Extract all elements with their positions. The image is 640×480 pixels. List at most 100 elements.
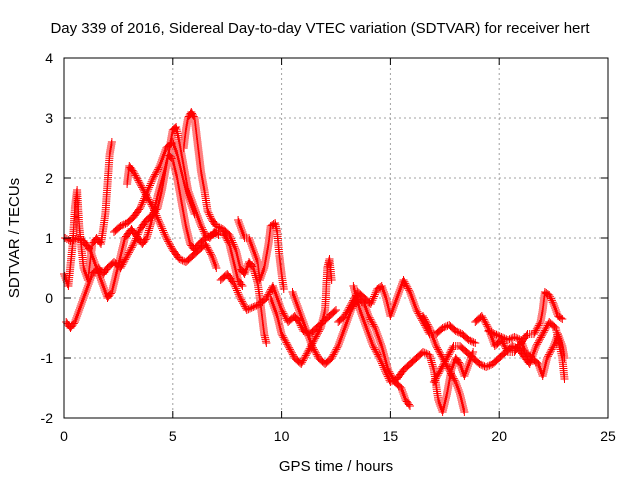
data-marker-run (79, 237, 93, 253)
data-marker-run (301, 324, 316, 348)
data-marker-run (399, 276, 414, 295)
data-marker-run (73, 234, 86, 245)
data-point (560, 375, 569, 383)
data-marker-run (129, 226, 144, 248)
data-marker-run (116, 219, 130, 230)
data-marker-run (245, 234, 257, 252)
data-marker-run (284, 342, 298, 361)
data-marker-run (375, 354, 390, 376)
data-marker-run (99, 265, 111, 278)
y-tick-label: -1 (41, 350, 54, 366)
data-marker-run (429, 367, 444, 386)
data-marker-run (142, 211, 156, 224)
data-marker-run (456, 390, 468, 414)
data-marker-run (523, 330, 536, 338)
data-marker-run (295, 306, 309, 330)
data-marker-run (149, 163, 163, 182)
data-marker-run (392, 367, 407, 383)
data-marker-run (236, 222, 248, 240)
x-tick-label: 10 (274, 428, 290, 444)
data-marker-run (362, 324, 377, 348)
data-marker-run (340, 301, 355, 320)
x-tick-label: 25 (600, 428, 616, 444)
data-point (471, 339, 480, 347)
data-marker-run (369, 342, 383, 361)
data-marker-run (443, 343, 457, 362)
data-marker-run (399, 361, 413, 374)
data-marker-run (168, 138, 181, 156)
data-marker-run (382, 369, 394, 385)
data-marker-run (386, 302, 398, 320)
data-marker-run (249, 300, 263, 311)
data-marker-run (125, 162, 137, 175)
data-marker-run (355, 306, 370, 330)
data-marker-run (503, 348, 517, 356)
data-marker-run (371, 324, 385, 348)
data-marker-run (310, 325, 324, 344)
data-marker-run (349, 282, 364, 312)
data-marker-run (425, 324, 440, 348)
x-tick-label: 20 (491, 428, 507, 444)
data-marker-run (79, 284, 92, 302)
data-marker-run (253, 279, 264, 300)
data-marker-run (377, 282, 390, 300)
data-marker-run (532, 331, 546, 350)
data-marker-run (186, 198, 198, 216)
x-tick-label: 0 (60, 428, 68, 444)
data-marker-run (194, 150, 205, 174)
chart-title: Day 339 of 2016, Sidereal Day-to-day VTE… (50, 20, 590, 37)
data-marker-run (295, 318, 307, 334)
data-marker-run (273, 294, 285, 312)
data-marker-run (321, 355, 335, 368)
data-marker-run (327, 343, 342, 362)
data-marker-run (436, 355, 450, 374)
data-marker-run (70, 308, 83, 326)
data-marker-run (460, 362, 472, 380)
data-marker-run (105, 140, 116, 158)
data-marker-run (201, 240, 215, 259)
data-point (460, 408, 469, 416)
data-marker-run (229, 279, 244, 301)
data-marker-run (451, 327, 465, 338)
y-axis-label: SDTVAR / TECUs (6, 178, 23, 298)
data-point (262, 339, 271, 347)
data-marker-run (451, 354, 463, 367)
data-marker-run (234, 276, 246, 289)
data-marker-run (155, 219, 170, 241)
data-marker-run (64, 242, 77, 290)
data-marker-run (255, 266, 268, 284)
data-marker-run (181, 222, 194, 246)
data-marker-run (406, 355, 420, 368)
data-marker-run (103, 289, 115, 302)
data-marker-run (236, 294, 250, 313)
x-tick-label: 5 (169, 428, 177, 444)
data-marker-run (277, 270, 288, 291)
data-marker-run (545, 318, 559, 331)
data-marker-run (129, 205, 144, 221)
y-tick-label: 3 (45, 110, 53, 126)
data-marker-run (197, 222, 209, 238)
data-marker-run (249, 246, 261, 264)
data-marker-run (208, 216, 220, 229)
data-marker-run (308, 342, 322, 361)
data-point (279, 285, 288, 293)
data-marker-run (203, 207, 216, 223)
data-marker-run (432, 342, 446, 361)
data-marker-run (554, 312, 565, 322)
y-tick-label: 0 (45, 290, 53, 306)
data-marker-run (242, 303, 256, 314)
data-marker-run (340, 308, 355, 332)
data-marker-run (240, 234, 251, 242)
data-marker-run (266, 294, 281, 318)
data-marker-run (103, 152, 114, 188)
data-marker-run (73, 186, 84, 228)
data-marker-run (187, 108, 198, 121)
data-marker-run (212, 222, 226, 233)
data-marker-run (234, 216, 244, 228)
data-marker-run (432, 325, 446, 338)
data-marker-run (86, 246, 100, 270)
data-marker-run (390, 290, 403, 308)
data-marker-run (527, 354, 542, 367)
data-marker-run (419, 312, 433, 331)
